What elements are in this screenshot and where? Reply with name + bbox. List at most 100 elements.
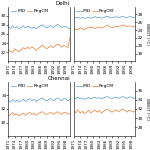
RegCM <box>27 113 28 115</box>
RegCM <box>22 47 24 49</box>
IMD <box>126 98 128 99</box>
RegCM <box>67 114 69 115</box>
RegCM <box>100 27 102 29</box>
RegCM <box>52 47 54 49</box>
IMD <box>27 99 28 101</box>
Legend: IMD, RegCM: IMD, RegCM <box>76 84 114 89</box>
RegCM <box>44 46 45 48</box>
IMD <box>33 98 35 100</box>
IMD <box>118 98 119 99</box>
IMD <box>105 16 107 18</box>
RegCM <box>61 46 63 48</box>
IMD <box>16 99 18 101</box>
RegCM <box>111 27 113 29</box>
RegCM <box>75 28 77 30</box>
IMD <box>50 98 52 100</box>
IMD <box>42 24 43 26</box>
IMD <box>120 97 122 98</box>
RegCM <box>10 114 11 115</box>
RegCM <box>94 28 96 29</box>
IMD <box>14 100 16 102</box>
IMD <box>73 97 75 98</box>
IMD <box>111 98 113 99</box>
IMD <box>48 98 50 100</box>
RegCM <box>42 111 43 113</box>
IMD <box>103 17 104 18</box>
IMD <box>132 98 134 99</box>
RegCM <box>113 26 115 28</box>
RegCM <box>122 108 124 110</box>
IMD <box>29 98 31 100</box>
RegCM <box>109 110 111 112</box>
RegCM <box>135 26 136 27</box>
IMD <box>44 99 45 101</box>
RegCM <box>63 45 65 46</box>
IMD <box>12 98 14 100</box>
RegCM <box>96 111 98 113</box>
IMD <box>122 96 124 98</box>
Y-axis label: WBGT (°C): WBGT (°C) <box>145 23 149 45</box>
RegCM <box>16 113 18 115</box>
IMD <box>100 17 102 19</box>
RegCM <box>111 111 113 113</box>
IMD <box>12 25 14 27</box>
IMD <box>31 28 33 29</box>
RegCM <box>132 111 134 113</box>
RegCM <box>18 115 20 117</box>
Line: IMD: IMD <box>74 97 135 99</box>
IMD <box>10 28 11 29</box>
RegCM <box>90 27 92 29</box>
RegCM <box>96 27 98 29</box>
RegCM <box>88 110 90 111</box>
Line: IMD: IMD <box>74 16 135 18</box>
IMD <box>20 100 22 102</box>
IMD <box>107 15 109 17</box>
IMD <box>77 16 79 18</box>
RegCM <box>22 112 24 114</box>
RegCM <box>105 25 107 27</box>
RegCM <box>130 25 132 27</box>
IMD <box>135 97 136 98</box>
IMD <box>103 97 104 99</box>
RegCM <box>84 113 85 114</box>
RegCM <box>73 30 75 32</box>
RegCM <box>116 109 117 111</box>
RegCM <box>118 26 119 28</box>
RegCM <box>130 110 132 112</box>
Y-axis label: WBGT (°C): WBGT (°C) <box>145 98 149 120</box>
RegCM <box>31 114 33 115</box>
IMD <box>132 17 134 19</box>
RegCM <box>113 110 115 112</box>
Line: RegCM: RegCM <box>74 109 135 114</box>
IMD <box>113 16 115 18</box>
IMD <box>56 97 58 99</box>
Line: RegCM: RegCM <box>8 36 70 52</box>
IMD <box>81 17 83 18</box>
RegCM <box>103 110 104 112</box>
IMD <box>20 27 22 28</box>
IMD <box>35 100 37 102</box>
RegCM <box>79 27 81 29</box>
IMD <box>130 96 132 98</box>
RegCM <box>107 24 109 26</box>
IMD <box>88 16 90 18</box>
IMD <box>65 98 67 100</box>
RegCM <box>77 109 79 111</box>
Legend: IMD, RegCM: IMD, RegCM <box>11 84 49 89</box>
RegCM <box>27 46 28 48</box>
RegCM <box>120 110 122 111</box>
IMD <box>79 17 81 19</box>
IMD <box>90 17 92 19</box>
IMD <box>94 96 96 98</box>
IMD <box>46 27 48 29</box>
RegCM <box>65 45 67 47</box>
RegCM <box>90 112 92 114</box>
RegCM <box>50 111 52 113</box>
IMD <box>59 98 60 100</box>
RegCM <box>109 26 111 28</box>
IMD <box>69 98 71 100</box>
IMD <box>90 98 92 100</box>
RegCM <box>126 111 128 113</box>
IMD <box>116 96 117 98</box>
IMD <box>63 26 65 28</box>
